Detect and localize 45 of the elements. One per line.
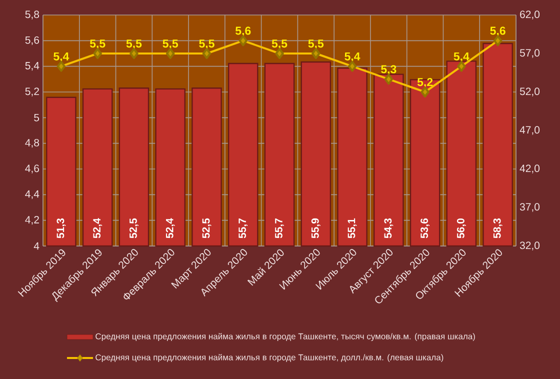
data-label: 5,5 (308, 40, 324, 50)
y2-tick-label: 62,0 (520, 10, 540, 20)
data-label: 5,2 (417, 78, 433, 88)
data-label: 5,5 (126, 40, 142, 50)
y-tick-label: 4,6 (25, 164, 40, 174)
data-label: 58,3 (493, 218, 502, 238)
y-tick-label: 5,8 (25, 10, 40, 20)
data-label: 55,1 (348, 218, 357, 238)
y-tick-label: 4,4 (25, 190, 40, 199)
data-label: 5,5 (162, 40, 178, 50)
data-label: 52,5 (129, 218, 138, 238)
y2-tick-label: 57,0 (520, 49, 540, 58)
data-label: 52,4 (93, 218, 102, 238)
data-label: 51,3 (56, 218, 66, 238)
data-label: 55,7 (238, 218, 248, 238)
data-label: 54,3 (384, 218, 394, 238)
data-label: 5,4 (54, 52, 70, 62)
data-label: 5,4 (344, 52, 360, 62)
data-label: 5,6 (235, 26, 251, 36)
y-tick-label: 5 (34, 114, 40, 122)
data-label: 52,5 (202, 218, 212, 238)
y-tick-label: 4 (34, 242, 40, 250)
data-label: 52,4 (166, 218, 175, 238)
data-label: 5,4 (454, 52, 470, 62)
data-label: 55,9 (311, 218, 320, 238)
legend-label: Средняя цена предложения найма жилья в городе Ташкенте, тысяч сумов/кв.м. (правая шкала) (96, 332, 475, 342)
legend-label: Средняя цена предложения найма жилья в городе Ташкенте, долл./кв.м. (левая шкала) (96, 354, 444, 362)
y2-tick-label: 32,0 (520, 242, 540, 250)
y-tick-label: 4,8 (25, 138, 40, 148)
data-label: 5,5 (272, 40, 288, 50)
y-tick-label: 4,2 (25, 216, 39, 225)
y-tick-label: 5,4 (25, 62, 40, 71)
y-tick-label: 5,2 (25, 88, 39, 96)
y2-tick-label: 47,0 (520, 126, 540, 135)
data-label: 56,0 (456, 218, 466, 238)
y2-tick-label: 52,0 (520, 88, 540, 96)
y2-tick-label: 37,0 (520, 203, 540, 212)
y-tick-label: 5,6 (25, 36, 40, 45)
data-label: 5,5 (199, 40, 214, 50)
y2-tick-label: 42,0 (520, 164, 540, 174)
data-label: 55,7 (275, 218, 284, 238)
data-label: 5,6 (490, 26, 506, 36)
data-label: 5,3 (381, 65, 396, 75)
data-label: 53,6 (420, 218, 430, 238)
data-label: 5,5 (90, 40, 106, 50)
